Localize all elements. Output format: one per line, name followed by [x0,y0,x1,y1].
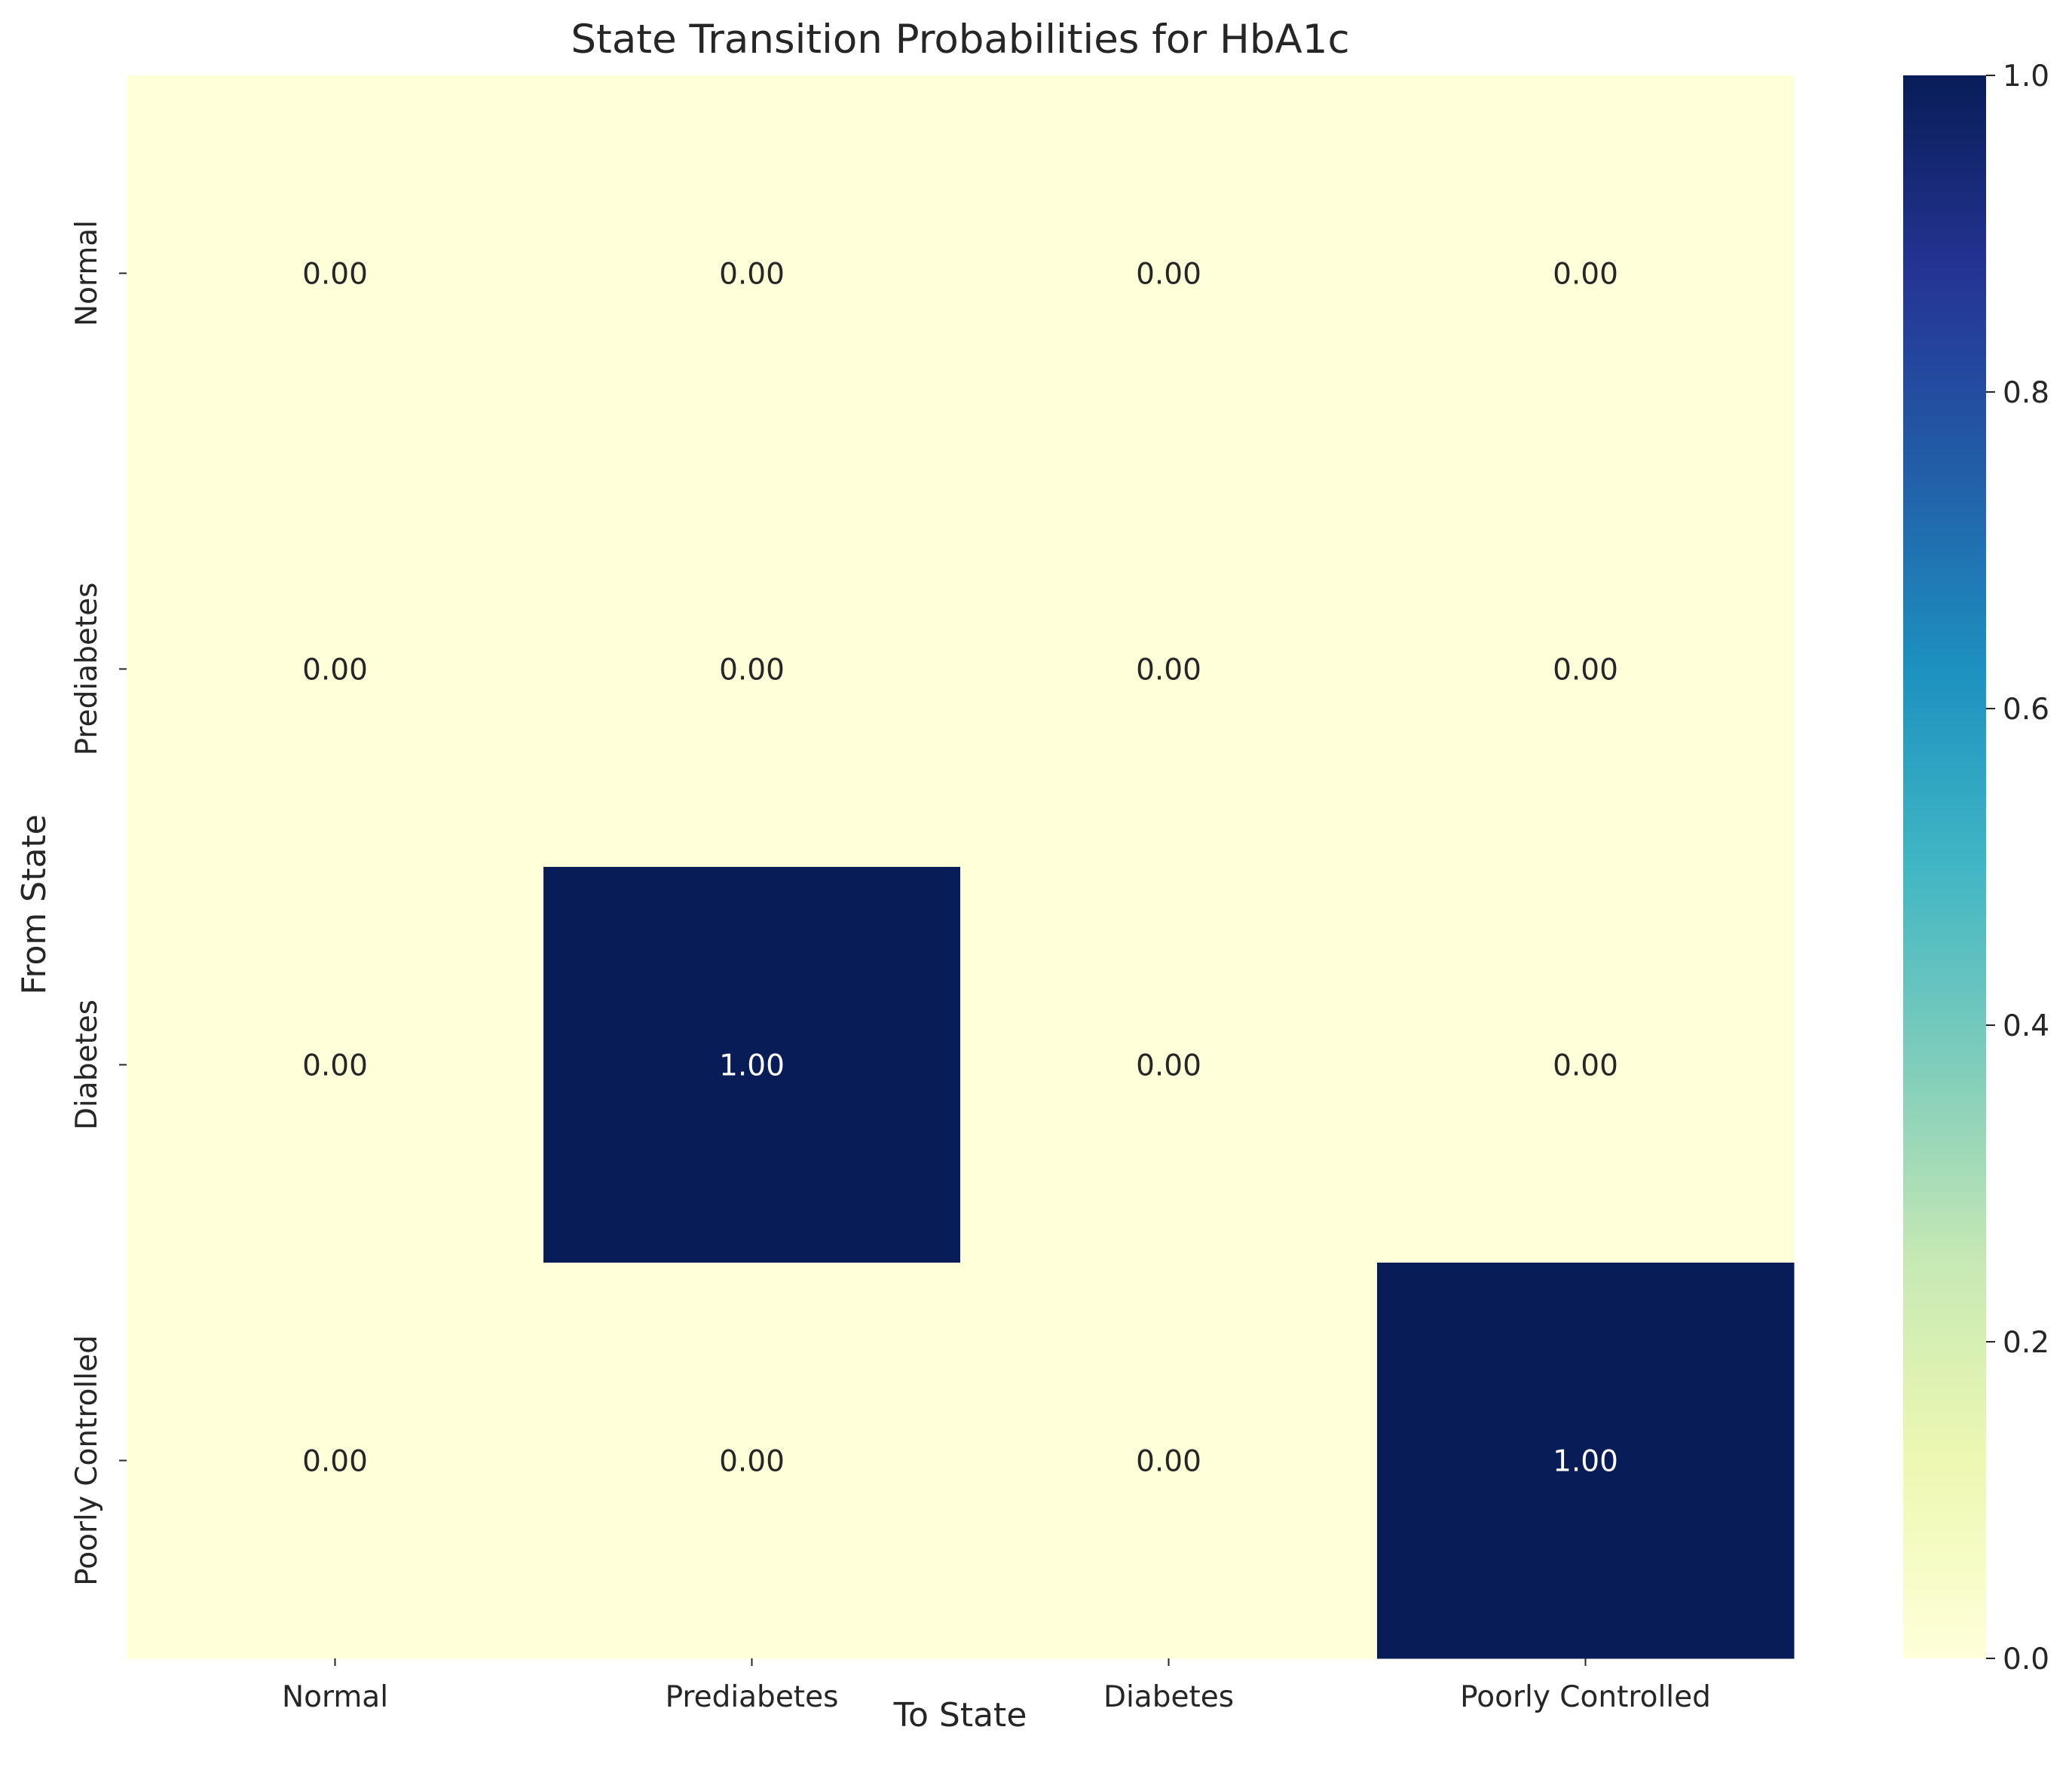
colorbar-ticks: 0.0 0.2 0.4 0.6 0.8 1.0 [1986,60,2049,1676]
heatmap-cell [127,1263,544,1659]
x-axis-label: To State [893,1696,1027,1735]
heatmap-cell [1377,867,1795,1263]
colorbar-tick-label: 1.0 [2003,60,2049,93]
y-axis-tick-label: Normal [70,220,104,326]
heatmap-cell [127,75,544,472]
cell-value-label: 0.00 [1136,1049,1201,1083]
colorbar-tick-label: 0.0 [2003,1643,2049,1676]
heatmap-cell [127,471,544,868]
colorbar-tick-label: 0.2 [2003,1326,2049,1360]
cell-value-label: 0.00 [302,654,368,687]
colorbar-tick-label: 0.4 [2003,1009,2049,1043]
y-axis-label: From State [15,814,54,994]
heatmap-cell [543,1263,961,1659]
cell-value-label: 0.00 [719,258,785,292]
heatmap-cell [960,75,1378,472]
x-axis-tick-label: Prediabetes [666,1680,839,1714]
heatmap-cell [543,867,961,1263]
cell-value-label: 0.00 [1136,258,1201,292]
cell-value-label: 0.00 [1553,258,1618,292]
x-axis-tick-label: Poorly Controlled [1460,1680,1711,1714]
y-axis-tick-label: Diabetes [70,1000,104,1130]
heatmap-cell [960,471,1378,868]
cell-value-label: 0.00 [302,1049,368,1083]
heatmap-cell [543,471,961,868]
cell-value-label: 0.00 [1136,654,1201,687]
x-axis-tick-label: Normal [282,1680,388,1714]
cell-value-label: 0.00 [302,1445,368,1479]
cell-value-label: 1.00 [1553,1445,1618,1479]
colorbar-tick-label: 0.8 [2003,376,2049,410]
heatmap-cells: 0.00 0.00 0.00 0.00 0.00 0.00 0.00 0.00 0.00 1.00… [127,75,1795,1659]
colorbar: 0.0 0.2 0.4 0.6 0.8 1.0 [1903,60,2049,1676]
heatmap-cell [1377,471,1795,868]
chart-title: State Transition Probabilities for HbA1c [571,17,1349,63]
heatmap-cell [543,75,961,472]
heatmap-cell [1377,75,1795,472]
heatmap-cell [960,1263,1378,1659]
cell-value-label: 1.00 [719,1049,785,1083]
colorbar-gradient [1903,75,1986,1658]
cell-value-label: 0.00 [719,1445,785,1479]
cell-value-label: 0.00 [1136,1445,1201,1479]
y-axis-tick-labels: Normal Prediabetes Diabetes Poorly Controll… [70,220,127,1586]
heatmap-cell [1377,1263,1795,1659]
x-axis-tick-labels: Normal Prediabetes Diabetes Poorly Controll… [282,1658,1711,1714]
heatmap-cell [960,867,1378,1263]
cell-value-label: 0.00 [1553,654,1618,687]
y-axis-tick-label: Poorly Controlled [70,1335,104,1586]
heatmap-cell [127,867,544,1263]
cell-value-label: 0.00 [1553,1049,1618,1083]
y-axis-tick-label: Prediabetes [70,583,104,756]
cell-value-label: 0.00 [719,654,785,687]
x-axis-tick-label: Diabetes [1103,1680,1234,1714]
colorbar-tick-label: 0.6 [2003,693,2049,727]
cell-value-label: 0.00 [302,258,368,292]
